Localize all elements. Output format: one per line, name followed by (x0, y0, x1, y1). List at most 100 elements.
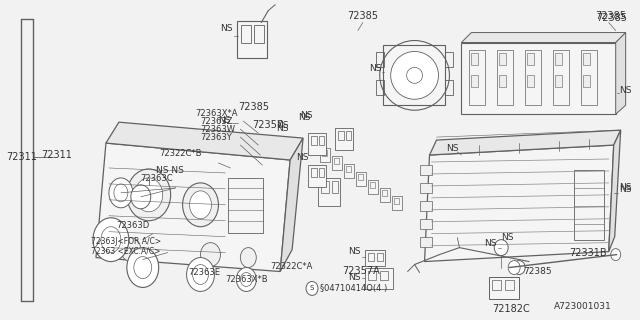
Bar (497, 51, 513, 105)
Ellipse shape (513, 260, 525, 275)
Bar (471, 76, 478, 87)
Polygon shape (429, 130, 621, 155)
Bar (380, 188, 390, 202)
Ellipse shape (241, 273, 252, 286)
Text: 72182C: 72182C (492, 304, 530, 314)
Bar (321, 181, 329, 193)
Ellipse shape (390, 52, 438, 99)
Polygon shape (461, 33, 626, 43)
Bar (555, 53, 562, 65)
Text: NS: NS (369, 64, 381, 73)
Bar (365, 250, 385, 266)
Text: A723001031: A723001031 (554, 302, 612, 311)
Text: NS: NS (220, 24, 233, 33)
Text: NS: NS (218, 116, 231, 125)
Bar (574, 170, 604, 240)
Ellipse shape (182, 183, 218, 227)
Text: NS: NS (298, 113, 310, 122)
Bar (420, 165, 431, 175)
Bar (489, 277, 519, 300)
Ellipse shape (93, 218, 129, 261)
Ellipse shape (134, 257, 152, 278)
Polygon shape (616, 33, 626, 114)
Bar (368, 270, 376, 280)
Ellipse shape (380, 41, 449, 110)
Bar (308, 165, 326, 187)
Ellipse shape (109, 178, 133, 208)
Bar (420, 201, 431, 211)
Text: 72385: 72385 (596, 12, 627, 23)
Text: 72363X*B: 72363X*B (225, 276, 268, 284)
Text: 72363D: 72363D (116, 221, 149, 230)
Bar (527, 76, 534, 87)
Text: 72363E: 72363E (189, 268, 221, 277)
Bar (420, 237, 431, 247)
Ellipse shape (241, 248, 256, 268)
Ellipse shape (611, 249, 621, 260)
Ellipse shape (114, 184, 128, 202)
Polygon shape (280, 138, 303, 271)
Bar (471, 53, 478, 65)
Text: NS: NS (501, 233, 514, 242)
Ellipse shape (135, 178, 163, 212)
Polygon shape (424, 145, 614, 261)
Ellipse shape (101, 227, 121, 252)
Ellipse shape (200, 243, 220, 267)
Text: NS: NS (348, 247, 360, 256)
Text: 72363Z: 72363Z (200, 117, 233, 126)
Bar (499, 76, 506, 87)
Bar (555, 76, 562, 87)
Text: 72363C: 72363C (141, 174, 173, 183)
Bar (241, 25, 252, 43)
Text: 72331B: 72331B (569, 248, 607, 258)
Bar (332, 156, 342, 170)
Bar (376, 52, 384, 68)
Bar (254, 25, 264, 43)
Bar (377, 252, 383, 260)
Text: NS: NS (300, 111, 312, 120)
Ellipse shape (189, 191, 211, 219)
Bar (461, 43, 616, 114)
Text: 72311: 72311 (6, 152, 37, 162)
Bar (469, 51, 485, 105)
Text: NS: NS (447, 144, 459, 153)
Polygon shape (609, 130, 621, 252)
Text: 72363Y: 72363Y (200, 133, 232, 142)
Ellipse shape (131, 185, 151, 209)
Bar (332, 181, 338, 193)
Bar (505, 280, 514, 291)
Bar (381, 190, 387, 196)
Text: NS NS: NS NS (156, 166, 184, 175)
Text: 72363J<FOR A/C>: 72363J<FOR A/C> (91, 236, 161, 246)
Bar (383, 45, 445, 105)
Text: 72385: 72385 (595, 11, 626, 21)
Bar (338, 131, 344, 140)
Text: 72322C*A: 72322C*A (270, 261, 312, 270)
Text: 72357A: 72357A (342, 267, 380, 276)
Bar (527, 53, 534, 65)
Bar (445, 80, 453, 95)
Bar (368, 252, 374, 260)
Bar (308, 133, 326, 155)
Bar (319, 168, 324, 177)
Bar (492, 280, 501, 291)
Bar (344, 164, 354, 178)
Text: NS: NS (276, 121, 289, 130)
Bar (346, 131, 351, 140)
Bar (335, 128, 353, 150)
Bar (346, 166, 351, 172)
Bar (334, 158, 339, 164)
Bar (370, 182, 375, 188)
Ellipse shape (121, 238, 141, 261)
Text: 72363W: 72363W (200, 125, 236, 134)
Bar (356, 172, 366, 186)
Ellipse shape (306, 282, 318, 295)
Bar (228, 178, 263, 233)
Bar (525, 51, 541, 105)
Bar (376, 80, 384, 95)
Text: 72363X*A: 72363X*A (196, 109, 238, 118)
Polygon shape (106, 122, 303, 160)
Bar (311, 136, 317, 145)
Text: NS: NS (619, 86, 631, 95)
Text: §04710414O(4 ): §04710414O(4 ) (320, 284, 387, 293)
